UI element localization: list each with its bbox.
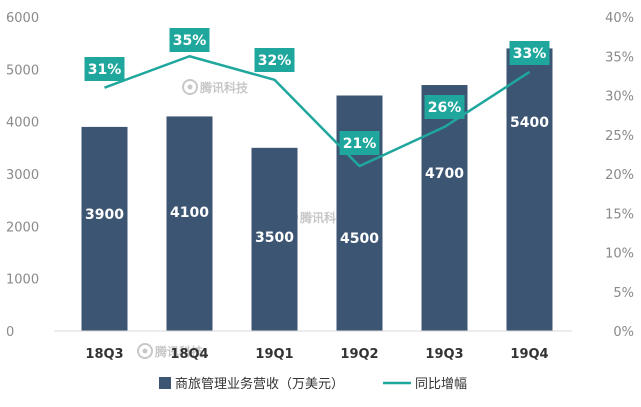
bar-value-label: 5400 (510, 115, 549, 131)
label-box (424, 95, 465, 119)
bar-value-label: 4700 (425, 166, 464, 182)
right-tick-label: 20% (605, 168, 634, 183)
bar-value-labels: 3900 4100 3500 4500 4700 5400 (85, 115, 549, 247)
bar (421, 85, 468, 332)
line-value-label: 31% (84, 57, 125, 81)
label-text: 33% (513, 46, 547, 62)
watermark: 腾讯科技 (137, 343, 204, 359)
line-value-label: 33% (509, 41, 550, 65)
eye-logo-icon (182, 79, 198, 95)
legend-swatch (159, 377, 171, 389)
left-tick-label: 3000 (6, 168, 39, 183)
legend-label: 商旅管理业务营收（万美元） (175, 376, 344, 392)
left-tick-label: 1000 (6, 273, 39, 288)
bar-value-label: 3900 (85, 207, 124, 223)
watermark-text: 腾讯科技 (199, 80, 249, 95)
line-value-label: 32% (254, 48, 295, 72)
left-tick-label: 0 (6, 325, 14, 340)
left-tick-label: 2000 (6, 220, 39, 235)
bar (336, 95, 383, 331)
watermark-text: 腾讯科技 (154, 344, 204, 359)
right-axis: 0% 5% 10% 15% 20% 25% 30% 35% 40% (605, 11, 634, 340)
label-text: 21% (343, 136, 377, 152)
legend-label: 同比增幅 (415, 377, 467, 392)
label-box (339, 131, 380, 155)
right-tick-label: 5% (613, 286, 634, 301)
label-box (254, 48, 295, 72)
right-tick-label: 0% (613, 325, 634, 340)
label-text: 35% (173, 33, 207, 49)
right-tick-label: 30% (605, 90, 634, 105)
x-tick-label: 19Q3 (425, 347, 463, 362)
line-value-label: 35% (169, 28, 210, 52)
line-value-label: 21% (339, 131, 380, 155)
bar (81, 126, 128, 332)
label-box (509, 41, 550, 65)
line-value-labels: 31% 35% 32% 21% 26% 33% (84, 28, 550, 155)
x-tick-label: 19Q2 (340, 347, 378, 362)
right-tick-label: 40% (605, 11, 634, 26)
legend-item-bar: 商旅管理业务营收（万美元） (159, 376, 344, 392)
eye-pupil-icon (142, 348, 148, 354)
bar (506, 48, 553, 332)
bar-value-label: 4100 (170, 205, 209, 221)
x-tick-label: 19Q4 (510, 347, 548, 362)
legend-item-line: 同比增幅 (383, 377, 467, 392)
left-tick-label: 6000 (6, 11, 39, 26)
x-tick-label: 18Q4 (170, 347, 208, 362)
bar-value-label: 4500 (340, 231, 379, 247)
right-tick-label: 25% (605, 129, 634, 144)
x-axis: 18Q3 18Q4 19Q1 19Q2 19Q3 19Q4 (54, 330, 572, 362)
left-tick-label: 4000 (6, 116, 39, 131)
eye-logo-icon (137, 343, 153, 359)
bar-value-label: 3500 (255, 230, 294, 246)
right-tick-label: 10% (605, 247, 634, 262)
watermark: 腾讯科技 (182, 79, 249, 95)
label-text: 32% (258, 53, 292, 69)
x-tick-label: 19Q1 (255, 347, 293, 362)
right-tick-label: 35% (605, 50, 634, 65)
eye-pupil-icon (187, 84, 193, 90)
bar (251, 147, 298, 331)
label-box (84, 57, 125, 81)
legend: 商旅管理业务营收（万美元） 同比增幅 (159, 376, 467, 392)
bar (166, 116, 213, 331)
right-tick-label: 15% (605, 207, 634, 222)
label-text: 26% (428, 100, 462, 116)
line-value-label: 26% (424, 95, 465, 119)
label-text: 31% (88, 62, 122, 78)
left-tick-label: 5000 (6, 63, 39, 78)
x-tick-label: 18Q3 (85, 347, 123, 362)
bar-series (81, 48, 553, 332)
label-box (169, 28, 210, 52)
left-axis: 0 1000 2000 3000 4000 5000 6000 (6, 11, 39, 340)
